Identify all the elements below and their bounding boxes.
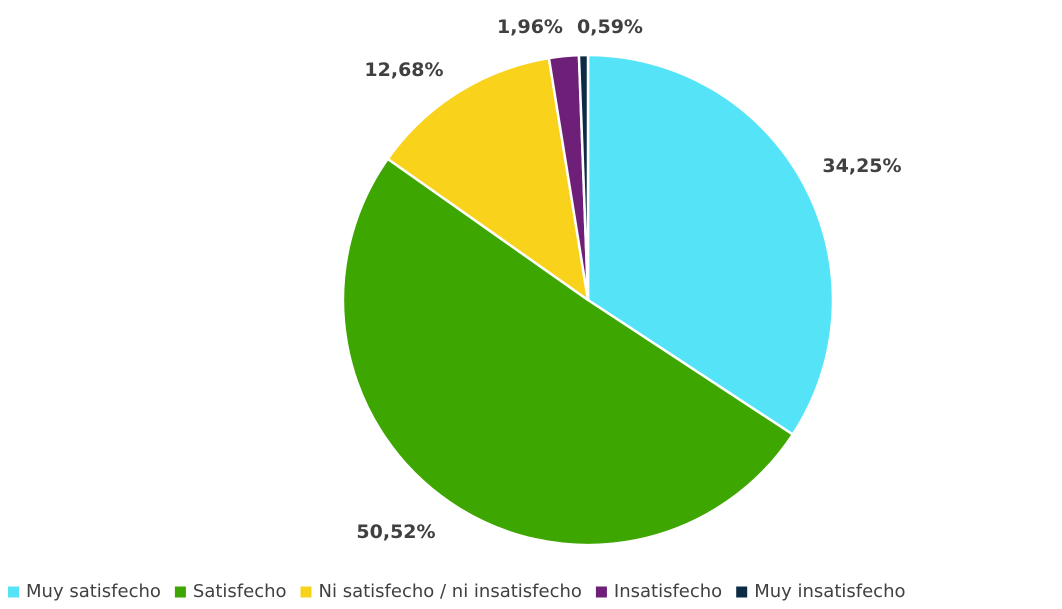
legend-label-5: Muy insatisfecho [754,581,905,602]
legend-label-2: Satisfecho [193,581,287,602]
legend-label-4: Insatisfecho [614,581,722,602]
pie-slice-2 [341,157,795,547]
pie-slice-5 [577,53,590,302]
legend-item-2: Satisfecho [174,581,287,602]
legend-item-1: Muy satisfecho [8,581,161,602]
data-label-3: 12,68% [364,59,443,81]
legend-swatch-3 [300,586,312,598]
legend: Muy satisfecho Satisfecho Ni satisfecho / … [8,581,906,602]
legend-item-4: Insatisfecho [595,581,722,602]
legend-label-3: Ni satisfecho / ni insatisfecho [319,581,582,602]
data-label-2: 50,52% [356,521,435,543]
legend-label-1: Muy satisfecho [26,581,161,602]
legend-swatch-1 [8,586,19,598]
legend-swatch-4 [595,586,607,598]
data-labels: 34,25% 50,52% 12,68% 1,96% 0,59% [356,16,901,543]
legend-swatch-5 [736,586,748,598]
data-label-4: 1,96% [497,16,563,38]
legend-item-5: Muy insatisfecho [736,581,906,602]
legend-swatch-2 [174,586,186,598]
legend-item-3: Ni satisfecho / ni insatisfecho [300,581,582,602]
data-label-1: 34,25% [822,155,901,177]
data-label-5: 0,59% [577,16,643,38]
pie-slice-3 [386,56,590,302]
pie-slices [341,53,835,547]
